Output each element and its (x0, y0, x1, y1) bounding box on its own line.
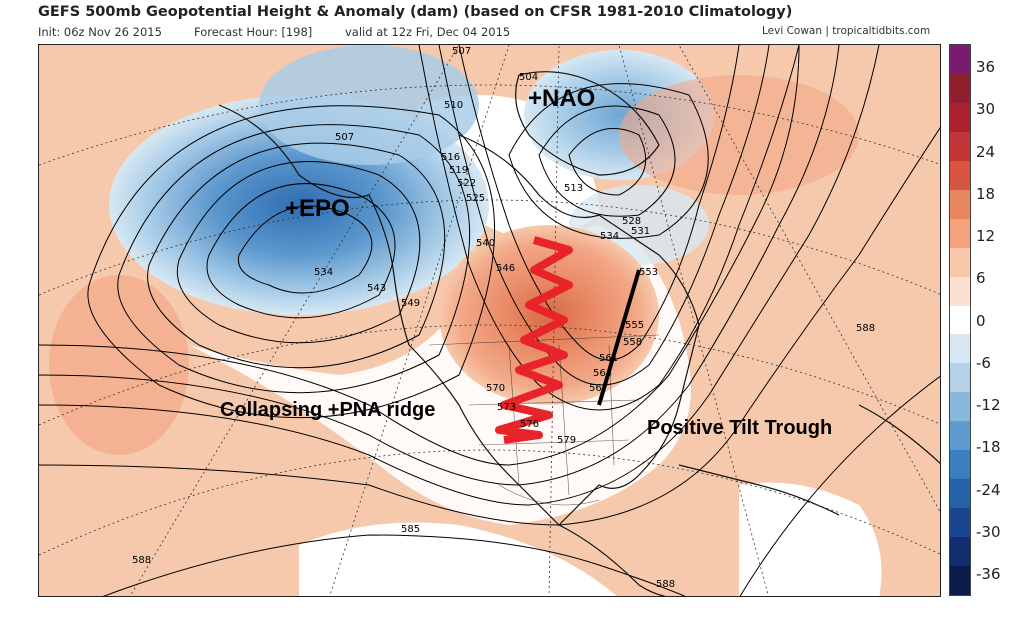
contour-label: 588 (856, 323, 876, 334)
caribbean-coast (678, 464, 840, 516)
lat-lon-grid (39, 45, 940, 596)
colorbar-segment (950, 392, 970, 422)
colorbar-segment (950, 160, 970, 191)
colorbar-segment (950, 334, 970, 364)
contour-label: 553 (639, 267, 659, 278)
colorbar-segment (950, 450, 970, 480)
contour-label: 570 (486, 383, 506, 394)
contour-label: 516 (441, 152, 461, 163)
chart-title: GEFS 500mb Geopotential Height & Anomaly… (38, 4, 793, 20)
height-contours (39, 45, 940, 596)
neutral-zone-atlantic (739, 482, 882, 596)
colorbar-tick-label: 36 (976, 58, 996, 76)
contour-label: 507 (335, 132, 355, 143)
greenland-coast (515, 71, 660, 176)
contour-label: 546 (496, 263, 516, 274)
nao-annotation: +NAO (528, 85, 596, 112)
colorbar-tick-label: -18 (976, 438, 1001, 457)
pna-annotation: Collapsing +PNA ridge (220, 399, 436, 421)
contour-label: 513 (564, 183, 584, 194)
contour-label: 534 (600, 231, 620, 242)
colorbar-segment (950, 566, 970, 596)
colorbar-segment (950, 247, 970, 278)
contour-label: 588 (656, 579, 676, 590)
contour-label: 567 (589, 383, 609, 394)
credit: Levi Cowan | tropicaltidbits.com (762, 25, 931, 37)
colorbar-tick-label: 24 (976, 142, 996, 161)
neutral-zone-south (299, 522, 617, 596)
colorbar-segment (950, 537, 970, 567)
map-panel: 507 504 510 507 516 519 522 525 513 528 … (38, 44, 941, 597)
colorbar-segment (950, 102, 970, 133)
colorbar-segment (950, 73, 970, 104)
contour-label: 522 (457, 178, 477, 189)
contour-label: 576 (520, 419, 540, 430)
map-graphic (39, 45, 940, 596)
epo-annotation: +EPO (285, 195, 350, 222)
trough-axis-line (597, 269, 641, 406)
contour-label: 579 (557, 435, 577, 446)
colorbar-segment (950, 189, 970, 220)
contour-label: 558 (623, 337, 643, 348)
contour-label: 543 (367, 283, 387, 294)
forecast-hour: Forecast Hour: [198] (194, 25, 313, 39)
colorbar-segment (950, 421, 970, 451)
colorbar-segment (950, 276, 970, 307)
colorbar-tick-label: -24 (976, 480, 1001, 499)
contour-label: 588 (132, 555, 152, 566)
colorbar-tick-label: -12 (976, 396, 1001, 414)
colorbar-segment (950, 45, 970, 75)
colorbar-segment (950, 305, 970, 335)
trough-annotation: Positive Tilt Trough (647, 417, 833, 439)
contour-label: 507 (452, 46, 472, 57)
contour-label: 549 (401, 298, 421, 309)
colorbar-tick-label: 12 (976, 227, 996, 245)
ridge-squiggle (495, 236, 573, 444)
colorbar-segment (950, 218, 970, 249)
colorbar-tick-label: -30 (976, 522, 1001, 541)
contour-label: 504 (519, 72, 539, 83)
contour-label: 531 (631, 226, 651, 237)
contour-label: 525 (466, 193, 486, 204)
colorbar-tick-label: 0 (976, 311, 986, 330)
colorbar-segment (950, 363, 970, 393)
pacific-anomaly (49, 275, 189, 455)
contour-label: 534 (314, 267, 334, 278)
colorbar-tick-label: -6 (976, 353, 991, 372)
colorbar (949, 44, 971, 596)
contour-label: 555 (625, 320, 645, 331)
colorbar-segment (950, 131, 970, 162)
colorbar-tick-label: 6 (976, 269, 986, 288)
contour-label: 510 (444, 100, 464, 111)
contour-label: 573 (497, 402, 517, 413)
west-coast (218, 104, 667, 596)
alaska-low-anomaly (259, 45, 479, 165)
init-time: Init: 06z Nov 26 2015 (38, 25, 162, 39)
colorbar-tick-label: 18 (976, 184, 996, 203)
colorbar-segment (950, 508, 970, 538)
valid-time: valid at 12z Fri, Dec 04 2015 (345, 25, 511, 39)
colorbar-tick-label: -36 (976, 565, 1001, 583)
greenland-anomaly (619, 75, 859, 195)
contour-label: 561 (599, 353, 619, 364)
contour-label: 528 (622, 216, 642, 227)
contour-label: 540 (476, 238, 496, 249)
contour-label: 585 (401, 524, 421, 535)
colorbar-tick-label: 30 (976, 100, 996, 119)
colorbar-segment (950, 479, 970, 509)
africa-coast (858, 404, 940, 464)
us-mexico-border (498, 484, 600, 506)
contour-label: 519 (449, 165, 469, 176)
contour-label: 564 (593, 368, 613, 379)
